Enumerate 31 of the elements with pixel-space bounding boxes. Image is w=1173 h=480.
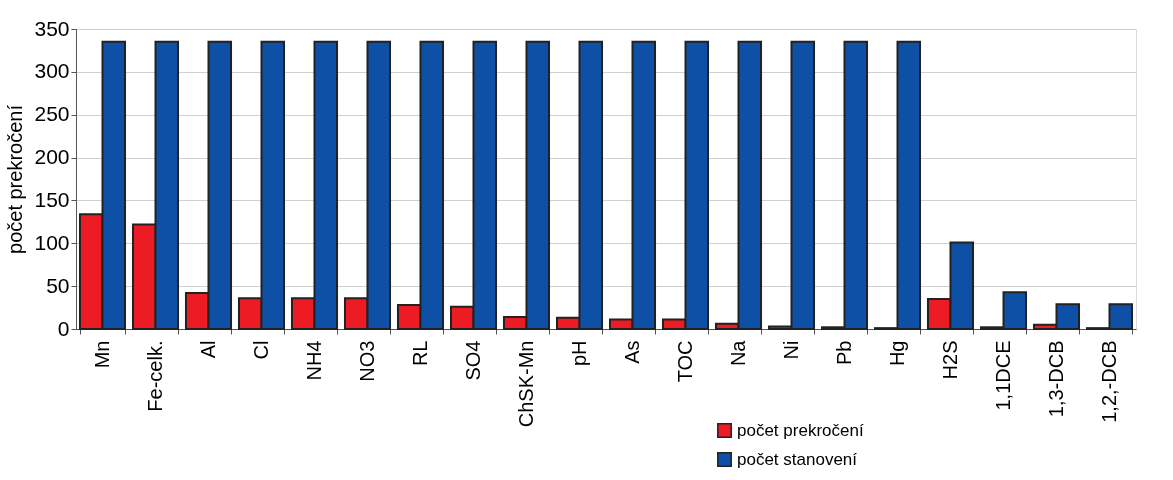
x-tick-label: Hg <box>886 340 908 367</box>
x-tick-label: Fe-celk. <box>144 340 166 412</box>
x-tick-label: NH4 <box>303 340 325 381</box>
x-tick-label: 1,1DCE <box>992 340 1014 411</box>
x-tick-label: Al <box>197 340 219 359</box>
y-axis-title: počet prekročení <box>4 104 27 254</box>
x-tick-label: Pb <box>833 340 855 365</box>
x-tick-label: NO3 <box>356 340 378 382</box>
y-tick-label: 150 <box>34 187 70 211</box>
y-tick-label: 0 <box>57 316 70 340</box>
x-tick-label: TOC <box>674 340 696 383</box>
y-tick-label: 300 <box>34 59 70 83</box>
x-tick-label: 1,2,-DCB <box>1098 340 1120 423</box>
y-tick-label: 100 <box>34 230 70 254</box>
y-tick-label: 50 <box>46 273 70 297</box>
x-tick-label: Na <box>727 339 749 367</box>
x-tick-label: Cl <box>250 340 272 360</box>
y-tick-label: 250 <box>34 102 70 126</box>
x-tick-label: SO4 <box>462 340 484 381</box>
legend-label: počet stanovení <box>737 449 858 469</box>
legend-label: počet prekročení <box>737 420 864 440</box>
x-tick-label: RL <box>409 340 431 367</box>
x-tick-label: H2S <box>939 340 961 380</box>
x-tick-label: Ni <box>780 340 802 360</box>
x-tick-label: 1,3-DCB <box>1045 340 1067 418</box>
x-tick-label: pH <box>568 340 590 367</box>
x-tick-label: ChSK-Mn <box>515 340 537 428</box>
y-tick-label: 200 <box>34 145 70 169</box>
x-tick-label: As <box>621 340 643 364</box>
y-tick-label: 350 <box>34 16 70 40</box>
x-tick-label: Mn <box>91 340 113 369</box>
